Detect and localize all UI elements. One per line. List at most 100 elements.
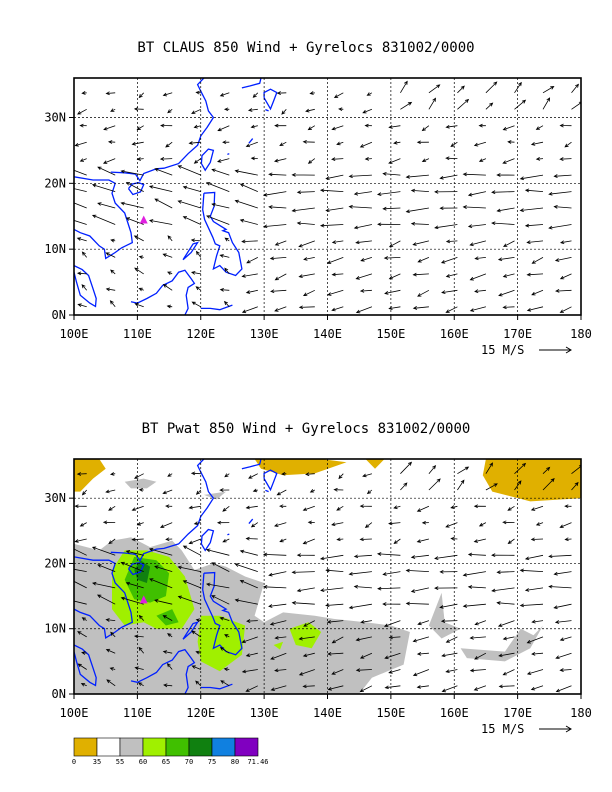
wind-arrow [138, 646, 145, 654]
wind-arrow [441, 685, 458, 693]
wind-arrow [502, 636, 515, 641]
wind-arrow [524, 587, 544, 592]
wind-arrow [469, 306, 487, 312]
wind-arrow [138, 287, 144, 292]
wind-arrow [138, 255, 144, 260]
wind-arrow [355, 668, 372, 672]
lon-tick-label: 100E [60, 706, 89, 720]
coastline-0 [74, 556, 134, 639]
wind-arrow [548, 584, 572, 589]
wind-arrow [105, 618, 116, 622]
wind-arrow [195, 489, 202, 495]
wind-arrow [542, 466, 551, 474]
wind-arrow [439, 174, 458, 180]
wind-arrow [355, 306, 373, 314]
wind-arrow [496, 601, 515, 605]
wind-arrow [362, 473, 373, 478]
colorbar-label: 80 [231, 758, 239, 766]
wind-arrow [457, 479, 465, 491]
wind-arrow [167, 633, 173, 638]
wind-arrow [298, 273, 315, 278]
coastline-4 [202, 191, 243, 277]
wind-arrow [416, 538, 429, 543]
wind-arrow [388, 273, 401, 280]
wind-arrow [74, 188, 87, 192]
wind-arrow [224, 634, 230, 638]
wind-arrow [434, 224, 458, 230]
wind-arrow [79, 158, 87, 162]
wind-arrow [279, 504, 287, 509]
wind-arrow [107, 140, 116, 144]
wind-arrow [388, 125, 401, 129]
pwat-shade-area-13 [273, 641, 284, 650]
wind-arrow [327, 685, 344, 691]
wind-arrow [469, 668, 486, 673]
wind-arrow [428, 97, 436, 110]
colorbar-label: 60 [139, 758, 147, 766]
coastline-13 [200, 304, 233, 311]
wind-arrow [191, 108, 201, 114]
wind-arrow [125, 182, 144, 192]
wind-arrow [421, 520, 429, 525]
wind-arrow [382, 571, 401, 576]
coastline-6 [130, 269, 196, 315]
wind-arrow [364, 522, 373, 528]
wind-arrow [388, 669, 401, 674]
wind-arrow [507, 538, 515, 545]
lon-tick-label: 150E [376, 706, 405, 720]
wind-arrow [498, 652, 515, 658]
wind-arrow [519, 603, 544, 608]
wind-arrow [291, 601, 315, 605]
wind-arrow [559, 157, 572, 161]
wind-arrow [496, 207, 515, 213]
wind-arrow [445, 239, 458, 244]
wind-arrow [524, 554, 544, 561]
wind-arrow [241, 636, 258, 644]
wind-arrow [149, 578, 173, 589]
wind-arrow [234, 199, 258, 209]
lon-tick-label: 110E [123, 706, 152, 720]
wind-arrow [77, 108, 87, 115]
wind-arrow [133, 473, 144, 479]
wind-arrow [564, 537, 572, 542]
wind-arrow [535, 157, 544, 161]
wind-arrow [560, 240, 572, 245]
wind-arrow [502, 520, 515, 525]
wind-arrow [269, 256, 287, 261]
wind-arrow [473, 685, 487, 691]
wind-arrow [274, 522, 287, 527]
wind-arrow [239, 580, 258, 589]
wind-arrow [298, 305, 315, 310]
wind-arrow [421, 125, 430, 132]
wind-arrow [307, 158, 316, 164]
coastline-13 [200, 683, 233, 690]
colorbar-label: 35 [93, 758, 101, 766]
wind-arrow [105, 287, 116, 292]
wind-arrow [416, 652, 429, 656]
wind-arrow [273, 158, 287, 163]
wind-arrow [376, 191, 401, 196]
wind-arrow [445, 636, 458, 643]
lon-tick-label: 180 [570, 327, 592, 341]
wind-arrow [462, 571, 486, 577]
coastline-4 [202, 571, 243, 656]
wind-arrow [502, 669, 515, 676]
wind-arrow [388, 158, 401, 164]
coastline-2 [127, 562, 145, 576]
coastline-6 [130, 648, 196, 694]
wind-arrow [469, 635, 486, 640]
wind-arrow [514, 480, 522, 491]
wind-arrow [502, 158, 515, 164]
wind-arrow [410, 188, 429, 193]
wind-arrow [325, 568, 344, 573]
colorbar-label: 55 [116, 758, 124, 766]
wind-arrow [298, 636, 315, 641]
wind-arrow [211, 202, 230, 209]
coastline-12 [265, 489, 269, 493]
top-panel-title: BT CLAUS 850 Wind + Gyrelocs 831002/0000 [137, 40, 475, 56]
colorbar-swatch [188, 737, 213, 757]
wind-arrow [474, 652, 487, 660]
wind-arrow [559, 522, 572, 528]
wind-arrow [162, 92, 173, 97]
